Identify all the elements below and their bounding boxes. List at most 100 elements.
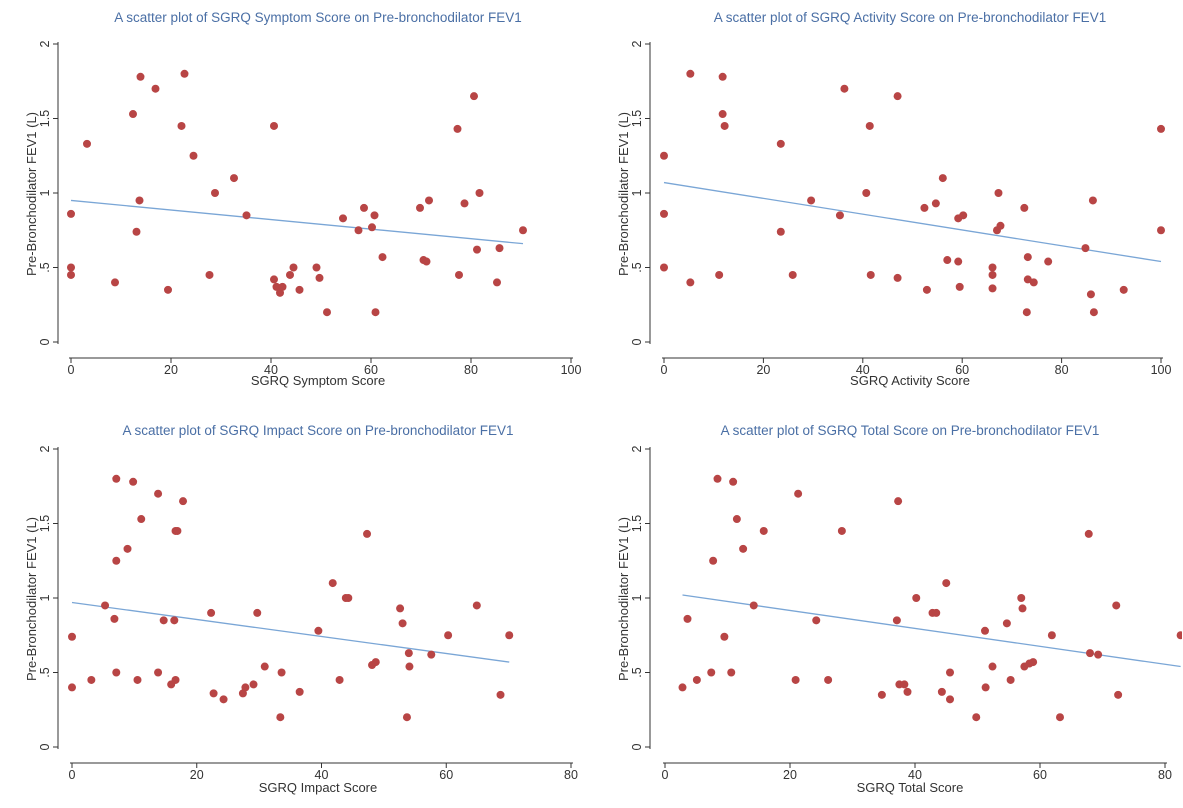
data-point [370,211,379,220]
data-point [1029,658,1038,667]
data-point [396,604,405,613]
data-point [937,687,946,696]
data-point [715,270,724,279]
data-point [718,110,727,119]
scatter-chart-total: A scatter plot of SGRQ Total Score on Pr… [616,423,1182,795]
x-tick-label: 80 [1055,363,1069,377]
data-point [942,579,951,588]
data-point [312,263,321,272]
x-tick-label: 60 [439,768,453,782]
data-point [1112,601,1121,610]
data-point [444,631,453,640]
data-point [692,675,701,684]
data-point [378,253,387,262]
chart-title: A scatter plot of SGRQ Impact Score on P… [123,423,514,438]
data-point [328,579,337,588]
data-point [354,226,363,235]
data-point [920,203,929,212]
data-point [154,489,163,498]
y-tick-label: 1 [630,189,644,196]
data-point [67,263,75,272]
y-tick-label: .5 [38,667,52,677]
x-tick-label: 20 [190,768,204,782]
data-point [402,713,411,722]
y-axis-label: Pre-Bronchodilator FEV1 (L) [616,112,631,276]
data-point [177,121,186,130]
data-point [505,631,514,640]
data-point [112,474,121,483]
data-point [129,110,137,119]
data-point [179,497,188,506]
x-axis-label: SGRQ Impact Score [259,780,377,795]
data-point [660,263,668,272]
y-tick-label: 0 [630,338,644,345]
y-tick-label: 1.5 [38,515,52,532]
data-point [1119,285,1128,294]
x-tick-label: 100 [1151,363,1172,377]
data-point [727,668,736,677]
data-point [173,526,182,535]
y-tick-label: .5 [630,667,644,677]
data-point [877,690,886,699]
data-point [241,683,250,692]
data-point [1086,290,1095,299]
data-point [946,668,954,677]
data-point [1084,529,1093,538]
data-point [893,92,902,101]
data-point [493,278,501,287]
data-point [253,608,262,617]
data-point [68,683,76,692]
data-point [996,221,1005,230]
data-point [1044,257,1053,266]
data-point [295,285,304,294]
scatter-chart-symptom: A scatter plot of SGRQ Symptom Score on … [24,10,581,388]
data-point [495,244,504,253]
x-tick-label: 0 [69,768,76,782]
data-point [189,151,198,160]
scatter-panel-total: A scatter plot of SGRQ Total Score on Pr… [592,405,1182,805]
x-tick-label: 40 [856,363,870,377]
data-point [812,616,821,625]
x-tick-label: 0 [661,363,668,377]
data-point [151,84,160,93]
data-point [1029,278,1038,287]
data-point [981,626,989,635]
data-point [219,695,228,704]
data-point [398,619,407,628]
y-tick-label: .5 [38,262,52,272]
data-point [276,713,285,722]
data-point [912,594,921,602]
data-point [981,683,990,692]
data-point [739,544,748,553]
data-point [123,544,132,553]
x-tick-label: 80 [564,768,578,782]
data-point [865,121,874,130]
data-point [749,601,758,610]
data-point [133,675,142,684]
data-point [205,270,214,279]
data-point [988,270,997,279]
data-point [776,139,785,148]
data-point [840,84,849,93]
data-point [519,226,527,235]
data-point [988,263,997,272]
scatter-chart-activity: A scatter plot of SGRQ Activity Score on… [616,10,1172,388]
data-point [893,273,902,282]
y-tick-label: 0 [38,743,52,750]
data-point [159,616,168,625]
data-point [67,209,75,218]
data-point [1081,244,1090,253]
data-point [955,282,964,291]
fit-line [70,199,524,245]
data-point [892,616,901,625]
data-point [286,270,294,279]
data-point [994,189,1003,197]
data-point [136,72,145,81]
x-tick-label: 20 [756,363,770,377]
data-point [1023,275,1032,284]
data-point [427,650,436,659]
y-tick-label: 0 [630,743,644,750]
data-point [943,256,952,265]
data-point [289,263,298,272]
data-point [720,632,729,641]
